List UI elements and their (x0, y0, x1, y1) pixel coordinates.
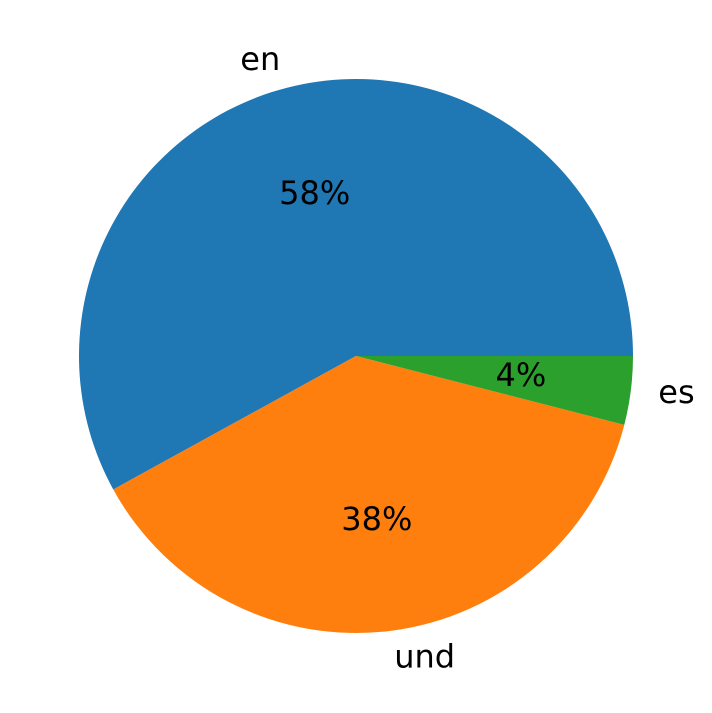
pie-slice (78, 78, 633, 490)
percent-label: 38% (341, 500, 412, 538)
slice-label: es (658, 373, 694, 411)
slice-label: en (240, 40, 280, 78)
pie-slice (113, 356, 625, 634)
pie-slice (356, 356, 633, 425)
percent-label: 58% (279, 174, 350, 212)
slice-label: und (394, 637, 455, 675)
percent-label: 4% (496, 356, 547, 394)
